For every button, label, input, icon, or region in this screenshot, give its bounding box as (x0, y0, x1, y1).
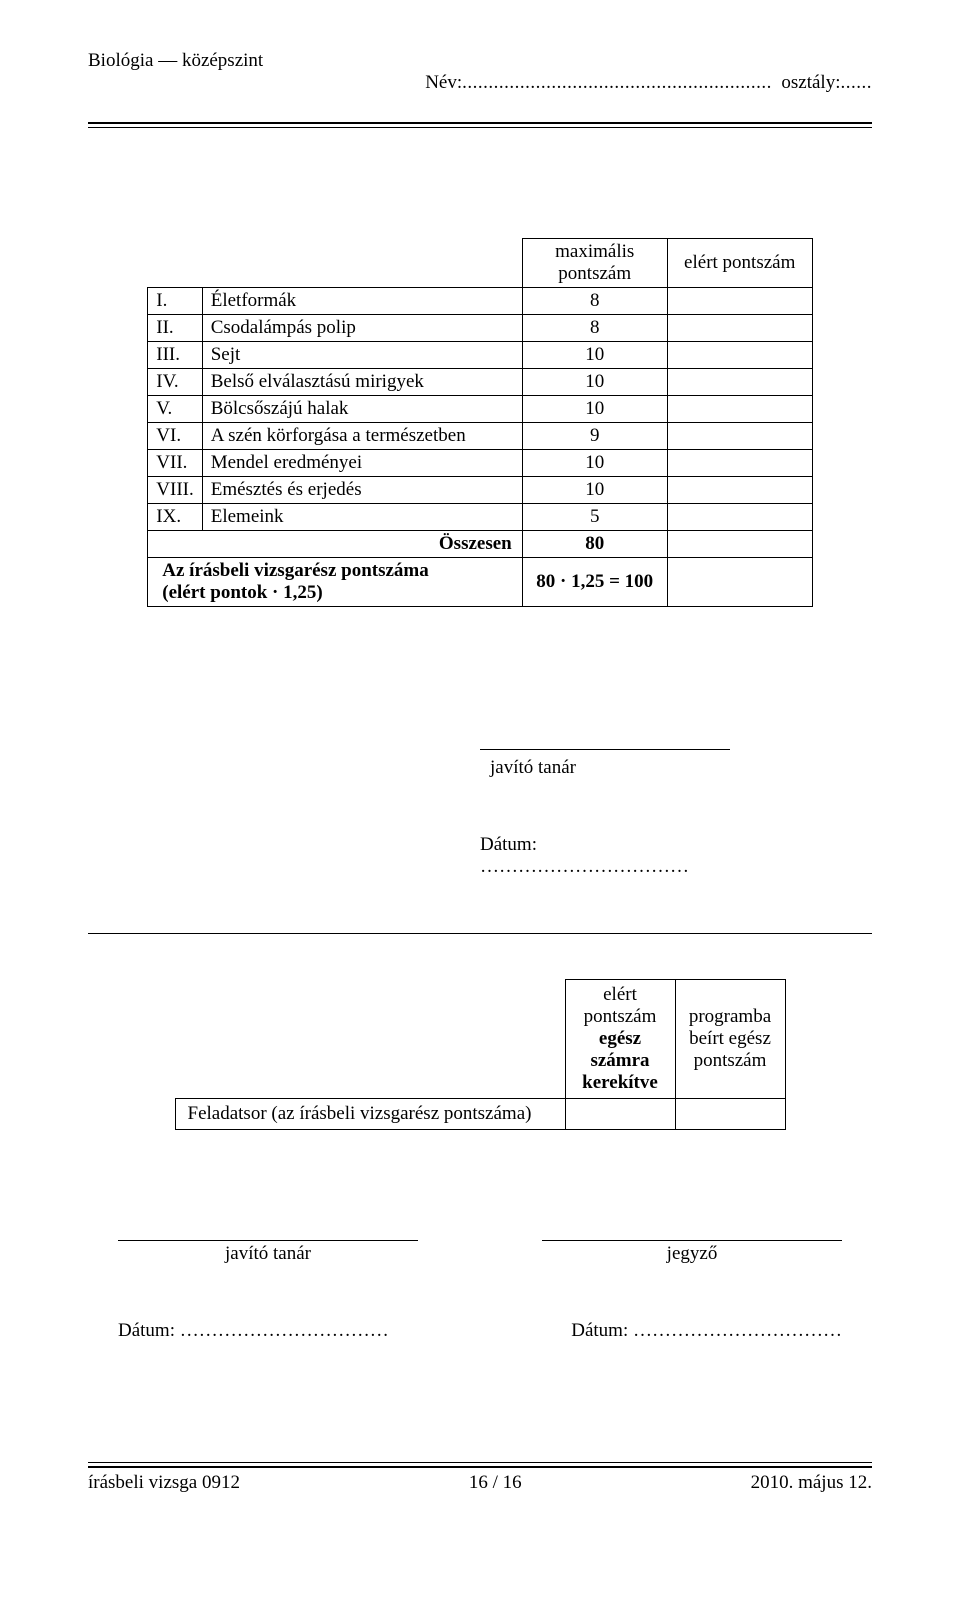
sum-label: Összesen (148, 531, 522, 558)
page-header: Biológia — középszint Név:..............… (88, 50, 872, 122)
row-max: 8 (522, 288, 667, 315)
t2-l2: pontszám (584, 1006, 657, 1027)
signature-label: javító tanár (408, 757, 658, 779)
row-topic: Életformák (202, 288, 522, 315)
footer-right: 2010. május 12. (751, 1472, 872, 1494)
table-row: II. Csodalámpás polip 8 (148, 315, 812, 342)
t2-l4: számra (590, 1050, 649, 1071)
date-left: Dátum: …………………………… (118, 1320, 478, 1342)
rounding-table: elért pontszám egész számra kerekítve pr… (175, 979, 786, 1130)
t2-r1: programba (689, 1006, 771, 1027)
sig-line-right (542, 1240, 842, 1241)
class-dots: ...... (841, 72, 873, 93)
row-num: I. (148, 288, 202, 315)
header-left: Biológia — középszint (88, 50, 263, 72)
row-topic: A szén körforgása a természetben (202, 423, 522, 450)
table-row: IV. Belső elválasztású mirigyek 10 (148, 369, 812, 396)
round-head-right: programba beírt egész pontszám (675, 980, 785, 1099)
date-line-1: Dátum: …………………………… (480, 834, 730, 878)
table-row: IX. Elemeink 5 (148, 504, 812, 531)
row-got[interactable] (667, 396, 812, 423)
calc-got[interactable] (667, 558, 812, 607)
row-topic: Sejt (202, 342, 522, 369)
rounding-label: Feladatsor (az írásbeli vizsgarész ponts… (175, 1099, 565, 1130)
sum-row: Összesen 80 (148, 531, 812, 558)
t2-l5: kerekítve (582, 1072, 658, 1093)
footer-center: 16 / 16 (469, 1472, 522, 1494)
rounding-row: Feladatsor (az írásbeli vizsgarész ponts… (175, 1099, 785, 1130)
row-num: VIII. (148, 477, 202, 504)
row-max: 10 (522, 342, 667, 369)
row-got[interactable] (667, 369, 812, 396)
row-got[interactable] (667, 423, 812, 450)
table-row: VI. A szén körforgása a természetben 9 (148, 423, 812, 450)
sum-got[interactable] (667, 531, 812, 558)
name-dots: ........................................… (462, 72, 772, 93)
header-right: Név:....................................… (397, 50, 872, 116)
row-num: VII. (148, 450, 202, 477)
section-divider (88, 933, 872, 934)
table-row: VII. Mendel eredményei 10 (148, 450, 812, 477)
class-label: osztály: (781, 72, 840, 93)
table-row: I. Életformák 8 (148, 288, 812, 315)
row-got[interactable] (667, 504, 812, 531)
date-right: Dátum: …………………………… (482, 1320, 842, 1342)
calc-row: Az írásbeli vizsgarész pontszáma (elért … (148, 558, 812, 607)
name-label: Név: (425, 72, 462, 93)
row-num: VI. (148, 423, 202, 450)
calc-value: 80 · 1,25 = 100 (522, 558, 667, 607)
row-got[interactable] (667, 477, 812, 504)
row-max: 5 (522, 504, 667, 531)
row-max: 10 (522, 450, 667, 477)
rounding-cell-1[interactable] (565, 1099, 675, 1130)
row-num: III. (148, 342, 202, 369)
row-topic: Bölcsőszájú halak (202, 396, 522, 423)
rounding-cell-2[interactable] (675, 1099, 785, 1130)
row-max: 9 (522, 423, 667, 450)
col-got-text: elért pontszám (684, 252, 795, 273)
row-got[interactable] (667, 315, 812, 342)
table-row: VIII. Emésztés és erjedés 10 (148, 477, 812, 504)
t2-l1: elért (603, 984, 637, 1005)
table-row: V. Bölcsőszájú halak 10 (148, 396, 812, 423)
t2-r2: beírt egész (689, 1028, 771, 1049)
table-row: III. Sejt 10 (148, 342, 812, 369)
col-got: elért pontszám (667, 239, 812, 288)
dual-signature: javító tanár jegyző (88, 1240, 872, 1265)
round-head-left: elért pontszám egész számra kerekítve (565, 980, 675, 1099)
row-topic: Elemeink (202, 504, 522, 531)
row-topic: Emésztés és erjedés (202, 477, 522, 504)
calc-label-l2: (elért pontok · 1,25) (162, 582, 322, 603)
dual-date: Dátum: …………………………… Dátum: …………………………… (88, 1320, 872, 1342)
signature-line (480, 749, 730, 750)
sig-label-right: jegyző (542, 1243, 842, 1265)
row-got[interactable] (667, 342, 812, 369)
row-got[interactable] (667, 288, 812, 315)
row-num: IX. (148, 504, 202, 531)
footer-left: írásbeli vizsga 0912 (88, 1472, 240, 1494)
t2-r3: pontszám (694, 1050, 767, 1071)
row-topic: Csodalámpás polip (202, 315, 522, 342)
row-num: IV. (148, 369, 202, 396)
row-max: 10 (522, 477, 667, 504)
row-topic: Mendel eredményei (202, 450, 522, 477)
col-max-text: maximális pontszám (555, 241, 634, 284)
row-topic: Belső elválasztású mirigyek (202, 369, 522, 396)
calc-label-l1: Az írásbeli vizsgarész pontszáma (162, 560, 428, 581)
col-max: maximális pontszám (522, 239, 667, 288)
score-table: maximális pontszám elért pontszám I. Éle… (147, 238, 812, 607)
signature-block: javító tanár (88, 737, 872, 779)
row-max: 10 (522, 369, 667, 396)
sig-line-left (118, 1240, 418, 1241)
sum-value: 80 (522, 531, 667, 558)
row-max: 8 (522, 315, 667, 342)
calc-label: Az írásbeli vizsgarész pontszáma (elért … (148, 558, 522, 607)
row-num: II. (148, 315, 202, 342)
t2-l3: egész (599, 1028, 641, 1049)
row-num: V. (148, 396, 202, 423)
row-max: 10 (522, 396, 667, 423)
row-got[interactable] (667, 450, 812, 477)
page-footer: írásbeli vizsga 0912 16 / 16 2010. május… (88, 1462, 872, 1494)
sig-label-left: javító tanár (118, 1243, 418, 1265)
